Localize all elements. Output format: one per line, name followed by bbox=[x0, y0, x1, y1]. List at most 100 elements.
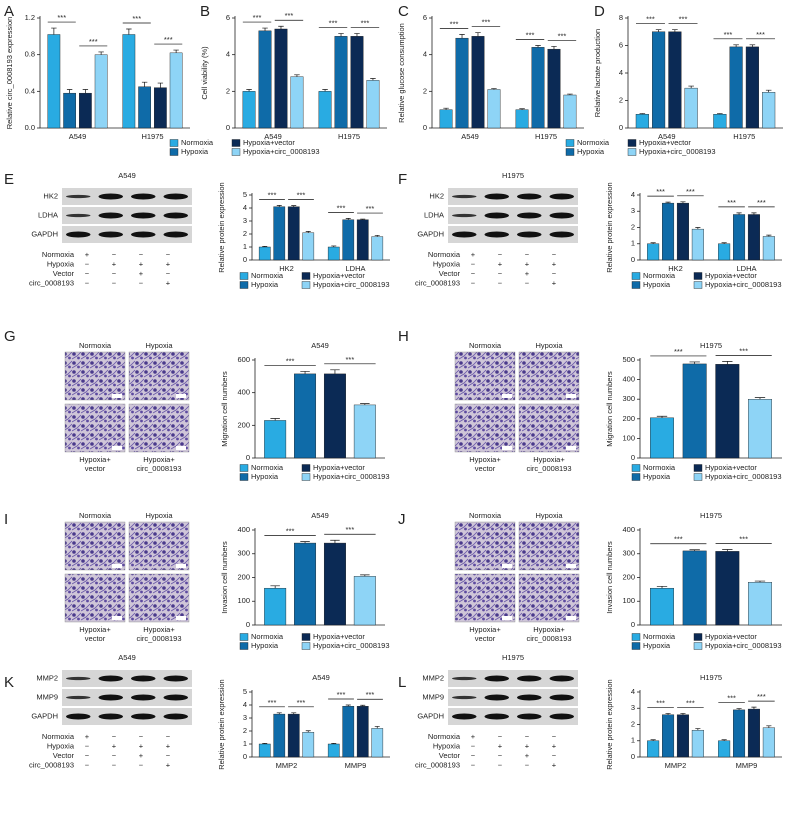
y-tick-label: 4 bbox=[631, 687, 635, 696]
blot-band bbox=[66, 194, 91, 199]
blot-band bbox=[484, 193, 509, 200]
panel-label: G bbox=[4, 328, 16, 345]
y-tick-label: 2 bbox=[631, 222, 635, 231]
blot-strip bbox=[448, 226, 578, 243]
scale-bar bbox=[502, 446, 512, 450]
condition-label: circ_0008193 bbox=[415, 278, 460, 287]
legend-swatch bbox=[301, 272, 311, 280]
bar bbox=[684, 87, 698, 129]
bar bbox=[94, 54, 108, 129]
x-tick-label: H1975 bbox=[338, 132, 360, 141]
error-bar bbox=[51, 27, 57, 35]
condition-sign: − bbox=[525, 760, 530, 769]
bar bbox=[635, 114, 649, 129]
y-tick-label: 2 bbox=[226, 86, 230, 95]
significance-label: *** bbox=[674, 535, 683, 544]
y-tick-label: 6 bbox=[226, 13, 230, 22]
legend-label: Hypoxia+vector bbox=[313, 463, 365, 472]
significance-label: *** bbox=[656, 187, 665, 196]
bar bbox=[650, 587, 674, 626]
error-bar bbox=[475, 32, 481, 37]
micrograph-label: Normoxia bbox=[79, 341, 112, 350]
significance-label: *** bbox=[286, 527, 295, 536]
legend-swatch bbox=[239, 281, 249, 289]
significance-label: *** bbox=[450, 19, 459, 28]
micrograph-label: Hypoxia bbox=[145, 511, 173, 520]
bar bbox=[662, 714, 675, 758]
micrograph bbox=[64, 403, 126, 453]
significance-label: *** bbox=[253, 13, 262, 22]
significance-label: *** bbox=[526, 30, 535, 39]
condition-label: Normoxia bbox=[42, 732, 75, 741]
bar bbox=[515, 109, 529, 129]
error-bar bbox=[360, 574, 370, 577]
bar bbox=[718, 243, 731, 261]
condition-label: Normoxia bbox=[428, 732, 461, 741]
bar bbox=[547, 48, 561, 129]
legend-label: Hypoxia+circ_0008193 bbox=[639, 147, 716, 156]
error-bar bbox=[639, 113, 646, 115]
error-bar bbox=[322, 89, 328, 92]
error-bar bbox=[173, 49, 179, 53]
bar bbox=[366, 80, 380, 129]
micrograph-label: Hypoxia bbox=[145, 341, 173, 350]
y-tick-label: 0 bbox=[423, 123, 427, 132]
error-bar bbox=[98, 51, 104, 55]
error-bar bbox=[141, 81, 148, 87]
y-axis-label: Invasion cell numbers bbox=[220, 541, 229, 614]
error-bar bbox=[551, 46, 557, 50]
error-bar bbox=[751, 212, 757, 215]
condition-sign: − bbox=[85, 259, 90, 268]
micrograph bbox=[454, 573, 516, 623]
error-bar bbox=[82, 89, 89, 94]
error-bar bbox=[126, 28, 132, 35]
condition-sign: − bbox=[552, 269, 557, 278]
legend-label: Hypoxia+circ_0008193 bbox=[705, 641, 782, 650]
bar bbox=[242, 91, 256, 129]
bar bbox=[762, 727, 775, 758]
error-bar bbox=[305, 730, 311, 733]
bar bbox=[371, 236, 384, 261]
error-bar bbox=[374, 726, 380, 729]
y-tick-label: 300 bbox=[622, 549, 635, 558]
legend-swatch bbox=[169, 148, 179, 156]
bar bbox=[729, 46, 743, 129]
blot-band bbox=[517, 694, 542, 701]
band-label: GAPDH bbox=[31, 711, 58, 720]
bar bbox=[563, 94, 577, 129]
legend-swatch bbox=[693, 642, 703, 650]
band-label: MMP9 bbox=[36, 692, 58, 701]
blot-title: A549 bbox=[118, 171, 136, 180]
bar bbox=[258, 246, 271, 261]
y-tick-label: 3 bbox=[243, 713, 247, 722]
error-bar bbox=[459, 34, 465, 39]
significance-label: *** bbox=[366, 690, 375, 699]
legend-swatch bbox=[693, 281, 703, 289]
condition-sign: − bbox=[85, 760, 90, 769]
error-bar bbox=[655, 29, 662, 32]
bar bbox=[274, 28, 288, 129]
blot-strip bbox=[62, 708, 192, 725]
condition-sign: − bbox=[112, 269, 117, 278]
y-axis-label: Relative protein expression bbox=[605, 679, 614, 769]
panel-label: H bbox=[398, 328, 409, 345]
significance-label: *** bbox=[297, 191, 306, 200]
legend-swatch bbox=[631, 464, 641, 472]
legend-swatch bbox=[693, 272, 703, 280]
error-bar bbox=[291, 205, 297, 207]
significance-label: *** bbox=[268, 190, 277, 199]
x-tick-label: H1975 bbox=[733, 132, 755, 141]
y-tick-label: 4 bbox=[631, 190, 635, 199]
condition-sign: + bbox=[525, 259, 530, 268]
condition-label: Hypoxia bbox=[433, 259, 461, 268]
bar bbox=[762, 236, 775, 261]
condition-sign: − bbox=[471, 760, 476, 769]
legend-label: Hypoxia+vector bbox=[313, 632, 365, 641]
legend-swatch bbox=[239, 633, 249, 641]
panel-label: C bbox=[398, 3, 409, 20]
legend-swatch bbox=[693, 633, 703, 641]
legend-label: Normoxia bbox=[251, 632, 284, 641]
y-tick-label: 400 bbox=[622, 525, 635, 534]
error-bar bbox=[345, 704, 351, 707]
y-axis-label: Migration cell numbers bbox=[220, 371, 229, 447]
